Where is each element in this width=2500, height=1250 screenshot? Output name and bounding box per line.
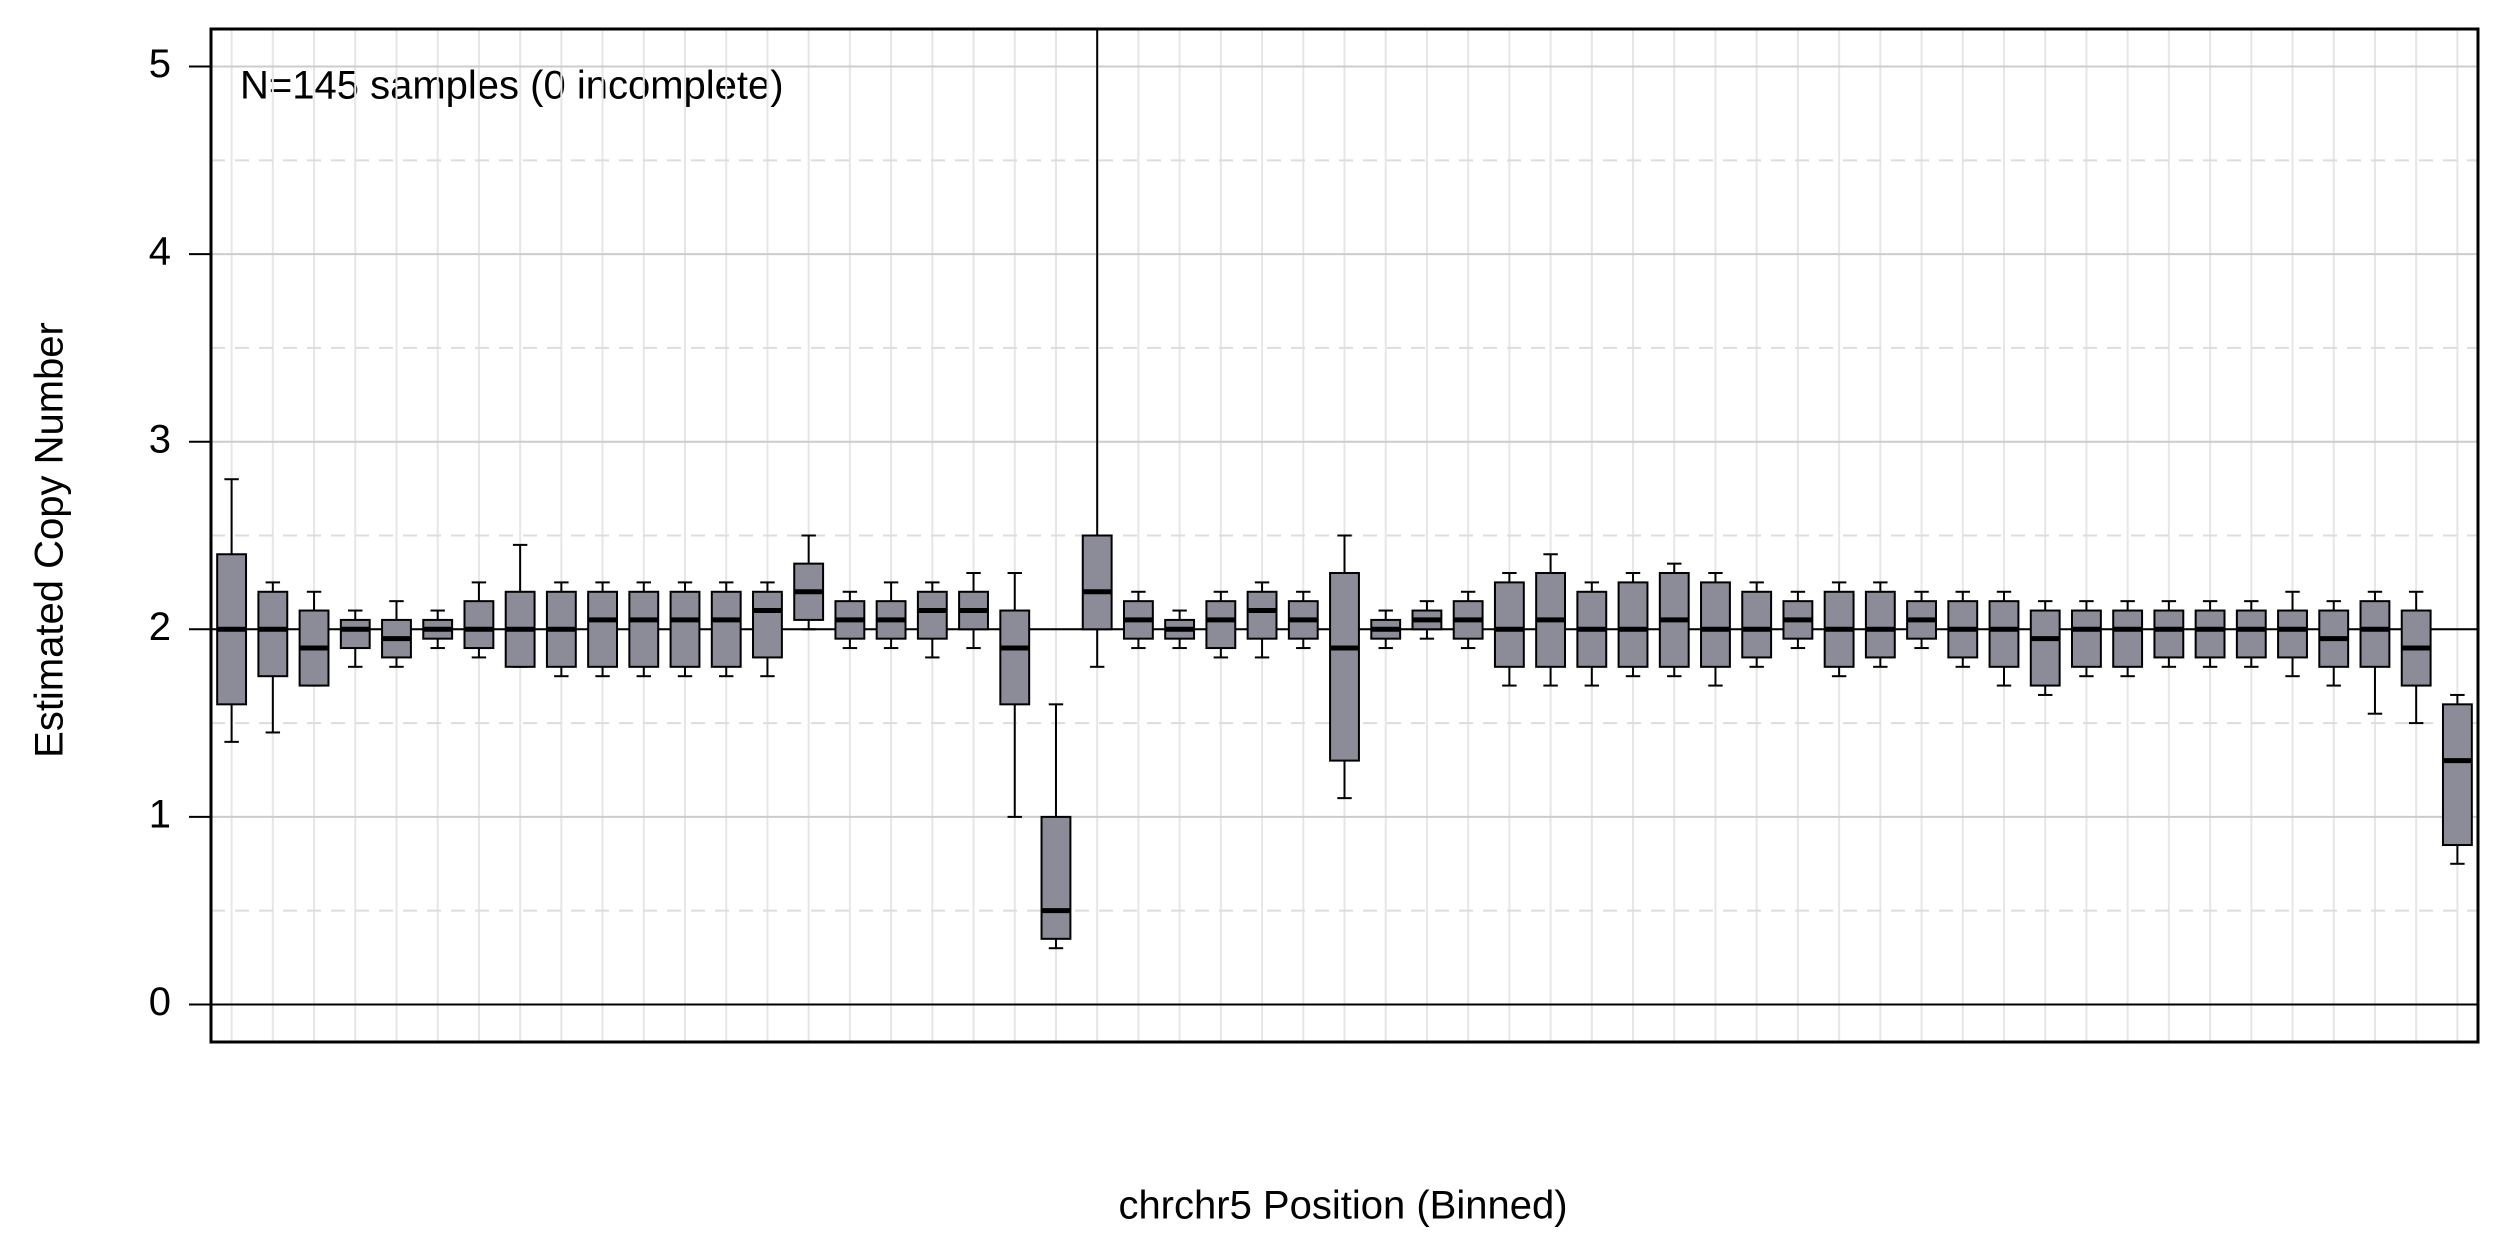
y-tick-label: 0 <box>149 980 171 1024</box>
box <box>587 590 618 668</box>
box <box>2071 609 2102 668</box>
y-tick-label: 3 <box>149 417 171 461</box>
box <box>1617 581 1649 668</box>
box <box>1040 815 1072 940</box>
box <box>752 590 783 659</box>
x-axis-label: chrchr5 Position (Binned) <box>1118 1184 1567 1228</box>
y-tick-label: 4 <box>149 230 171 274</box>
box <box>2112 609 2144 668</box>
y-tick-label: 2 <box>149 605 171 649</box>
plot-frame <box>209 27 2480 1044</box>
box <box>2441 703 2473 847</box>
box <box>628 590 660 668</box>
box <box>1864 590 1896 659</box>
y-tick-label: 1 <box>149 792 171 836</box>
y-axis-label: Estimated Copy Number <box>28 322 72 758</box>
box <box>710 590 742 668</box>
box <box>463 600 495 650</box>
box <box>1081 534 1113 631</box>
annotation: N=145 samples (0 incomplete) <box>240 64 784 108</box>
box <box>2029 609 2061 687</box>
box <box>2235 609 2267 659</box>
box <box>2277 609 2308 659</box>
box <box>1329 572 1360 762</box>
box <box>1493 581 1525 668</box>
box <box>257 590 289 678</box>
box <box>1988 600 2020 668</box>
box <box>1700 581 1731 668</box>
box <box>2194 609 2226 659</box>
box <box>339 618 371 650</box>
box <box>1741 590 1773 659</box>
y-tick-label: 5 <box>149 42 171 86</box>
box <box>2359 600 2391 668</box>
box <box>999 609 1031 706</box>
box <box>916 590 948 640</box>
box <box>2153 609 2185 659</box>
box <box>1205 600 1237 650</box>
box <box>669 590 701 668</box>
box <box>1246 590 1278 640</box>
